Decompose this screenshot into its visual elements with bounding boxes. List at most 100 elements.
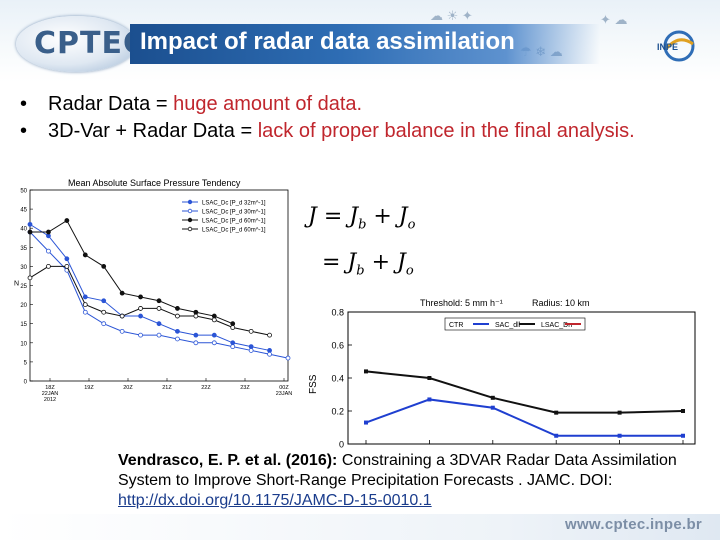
data-point	[427, 397, 432, 402]
data-point	[46, 248, 51, 254]
legend-label: CTR	[449, 322, 463, 329]
y-tick-label: 35	[20, 246, 27, 252]
data-point	[364, 369, 368, 374]
slide-footer	[0, 514, 720, 540]
data-point	[156, 306, 162, 311]
x-tick-label: 22Z	[201, 385, 211, 391]
footer-url: www.cptec.inpe.br	[565, 516, 703, 533]
data-point	[119, 290, 125, 296]
x-tick-label: 23Z	[240, 385, 250, 391]
data-point	[101, 298, 107, 304]
citation-authors: Vendrasco, E. P. et al. (2016):	[118, 452, 338, 469]
x-tick-label: 23JAN	[276, 391, 293, 397]
data-point	[156, 321, 162, 327]
y-axis-label: N	[14, 281, 19, 288]
data-point	[82, 302, 88, 308]
y-tick-label: 15	[20, 322, 27, 328]
data-point	[554, 410, 559, 415]
x-tick-label: 19Z	[84, 385, 94, 391]
chart-subtitle-radius: Radius: 10 km	[532, 298, 590, 308]
y-tick-label: 40	[20, 227, 27, 233]
data-point	[267, 351, 272, 357]
legend-marker	[187, 199, 193, 205]
plot-frame	[347, 311, 696, 445]
data-point	[193, 340, 199, 346]
y-tick-label: 0	[24, 380, 28, 386]
data-point	[138, 294, 143, 300]
data-point	[175, 328, 180, 334]
data-point	[681, 409, 685, 413]
inpe-logo-text: INPE	[657, 42, 678, 52]
data-point	[230, 325, 236, 330]
legend-box	[444, 317, 586, 331]
y-tick-label: 50	[20, 189, 27, 195]
y-tick-label: 30	[20, 265, 27, 271]
data-point	[46, 233, 51, 239]
legend-label: LSAC_Dc [P_d 32m^-1]	[202, 201, 266, 207]
legend-label: SAC_dll	[495, 322, 521, 329]
x-tick-label: 00Z	[279, 385, 289, 391]
data-point	[175, 313, 180, 319]
title-bar	[130, 24, 600, 64]
data-point	[230, 344, 236, 350]
citation-text: Constraining a 3DVAR Radar Data Assimila…	[118, 452, 677, 489]
data-point	[681, 433, 685, 438]
data-point	[364, 420, 368, 425]
data-point	[427, 376, 432, 380]
data-point	[82, 252, 88, 258]
series-line	[365, 370, 684, 414]
data-point	[82, 294, 88, 300]
data-point	[490, 395, 495, 400]
data-point	[119, 328, 125, 334]
citation-doi-link[interactable]: http://dx.doi.org/10.1175/JAMC-D-15-0010…	[118, 492, 432, 509]
cptec-logo	[16, 16, 136, 72]
chart-subtitle-threshold: Threshold: 5 mm h⁻¹	[420, 298, 503, 308]
bullet-highlight: huge amount of data.	[173, 93, 363, 115]
y-tick-label: 0.4	[331, 374, 344, 384]
data-point	[64, 264, 70, 269]
data-point	[193, 332, 199, 338]
data-point	[138, 313, 143, 319]
legend-label: LSAC_Dn	[541, 322, 572, 329]
y-tick-label: 5	[24, 360, 28, 366]
y-tick-label: 25	[20, 284, 27, 290]
data-point	[156, 298, 162, 304]
data-point	[617, 410, 622, 415]
data-point	[617, 433, 622, 438]
data-point	[248, 348, 254, 353]
series-line	[30, 219, 233, 325]
y-axis-label: FSS	[308, 374, 319, 394]
data-point	[27, 221, 33, 227]
data-point	[175, 306, 180, 311]
cptec-logo-text: CPTEC	[34, 26, 146, 61]
data-point	[175, 336, 180, 342]
y-tick-label: 45	[20, 208, 27, 214]
data-point	[248, 344, 254, 350]
data-point	[267, 332, 272, 338]
data-point	[230, 321, 236, 327]
data-point	[490, 405, 495, 410]
data-point	[101, 309, 107, 315]
inpe-logo-icon: INPE	[657, 30, 695, 62]
data-point	[285, 355, 291, 361]
bullet-text: Radar Data =	[48, 93, 174, 115]
data-point	[211, 340, 217, 346]
data-point	[211, 317, 217, 323]
bullet-dot: •	[20, 120, 28, 142]
legend-label: LSAC_Dc [P_d 60m^-1]	[202, 228, 266, 234]
y-tick-label: 0.8	[331, 308, 344, 318]
data-point	[211, 313, 217, 319]
data-point	[101, 321, 107, 327]
legend-label: LSAC_Dc [P_d 60m^-1]	[202, 219, 266, 225]
equation-1: J = Jb + Jo	[308, 204, 416, 233]
legend-label: LSAC_Dc [P_d 30m^-1]	[202, 210, 266, 216]
x-tick-label: 2012	[44, 397, 56, 403]
data-point	[138, 332, 143, 338]
x-tick-label: 21Z	[162, 385, 172, 391]
series-line	[29, 265, 270, 336]
data-point	[193, 309, 199, 315]
x-tick-label: 18Z	[45, 385, 55, 391]
data-point	[101, 264, 107, 269]
bullet-text: 3D-Var + Radar Data =	[48, 120, 258, 142]
legend-marker	[187, 208, 193, 214]
